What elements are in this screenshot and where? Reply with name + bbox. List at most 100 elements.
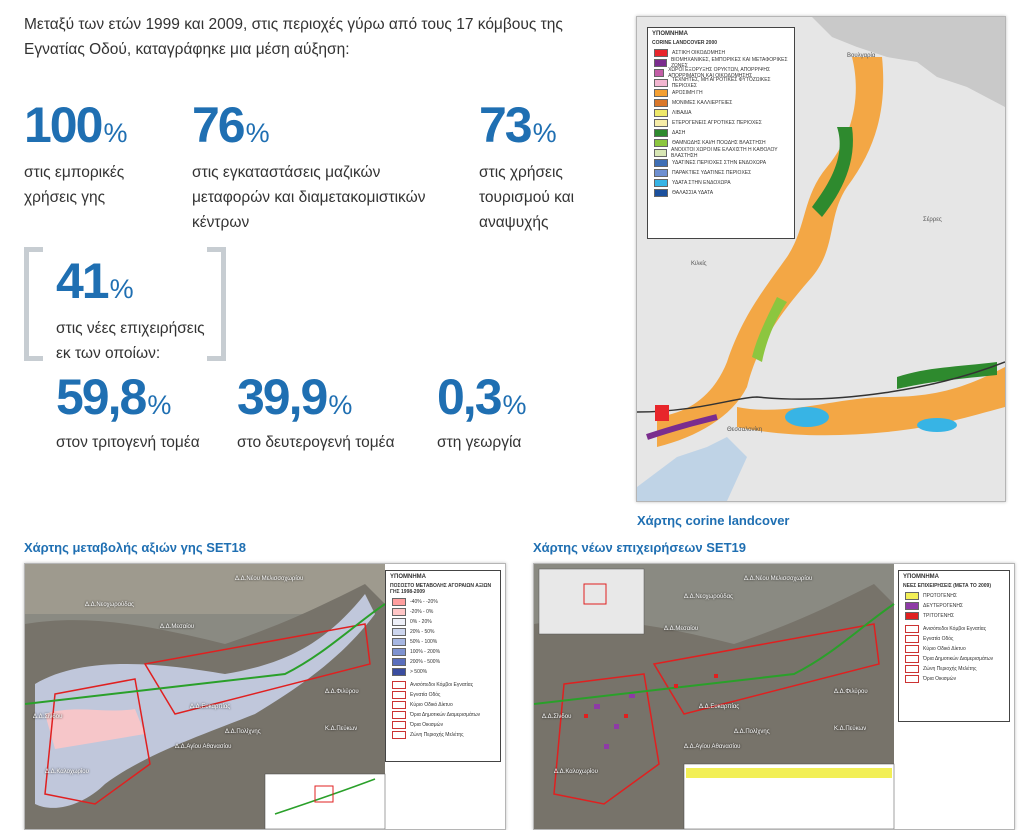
set19-place-label: Δ.Δ.Καλοχωρίου <box>554 769 598 775</box>
legend-row: 20% - 50% <box>392 627 500 637</box>
set18-map-caption: Χάρτης μεταβολής αξιών γης SET18 <box>24 540 246 555</box>
set18-place-label: Δ.Δ.Νεοχωρούδας <box>85 602 134 608</box>
legend-swatch <box>392 608 406 616</box>
legend-label: Κύριο Οδικό Δίκτυο <box>410 702 453 708</box>
legend-row: ΥΔΑΤΙΝΕΣ ΠΕΡΙΟΧΕΣ ΣΤΗΝ ΕΝΔΟΧΩΡΑ <box>654 158 794 168</box>
legend-label: 100% - 200% <box>410 649 441 655</box>
legend-title: ΥΠΟΜΝΗΜΑ <box>903 574 939 580</box>
stat-tertiary-label: στον τριτογενή τομέα <box>56 434 200 451</box>
legend-label: Όρια Δημοτικών Διαμερισμάτων <box>923 656 994 662</box>
legend-title: ΥΠΟΜΝΗΜΑ <box>390 574 426 580</box>
legend-label: Ζώνη Περιοχής Μελέτης <box>410 732 464 738</box>
corine-place-label: Κιλκίς <box>691 261 707 267</box>
bracket-right <box>207 247 226 361</box>
legend-row: Κύριο Οδικό Δίκτυο <box>905 644 1009 654</box>
legend-swatch <box>654 179 668 187</box>
stat-new-business-value: 41% <box>56 253 134 309</box>
legend-label: 50% - 100% <box>410 639 438 645</box>
legend-label: ΜΟΝΙΜΕΣ ΚΑΛΛΙΕΡΓΕΙΕΣ <box>672 100 733 106</box>
legend-subtitle: CORINE LANDCOVER 2000 <box>652 40 718 46</box>
legend-label: ΥΔΑΤΑ ΣΤΗΝ ΕΝΔΟΧΩΡΑ <box>672 180 731 186</box>
legend-row: ΠΑΡΑΚΤΙΕΣ ΥΔΑΤΙΝΕΣ ΠΕΡΙΟΧΕΣ <box>654 168 794 178</box>
set19-place-label: Δ.Δ.Νέου Μελισσοχωρίου <box>744 576 813 582</box>
set18-map: Δ.Δ.Νεοχωρούδας Δ.Δ.Μεσαίου Δ.Δ.Ευκαρπία… <box>24 563 506 830</box>
set18-place-label: Δ.Δ.Σίνδου <box>33 714 63 720</box>
set18-place-label: Δ.Δ.Νέου Μελισσοχωρίου <box>235 576 304 582</box>
legend-row: Εγνατία Οδός <box>905 634 1009 644</box>
legend-row: ΔΕΥΤΕΡΟΓΕΝΗΣ <box>905 601 1009 611</box>
stat-transport-label: στις εγκαταστάσεις μαζικών μεταφορών και … <box>192 164 426 231</box>
legend-label: Όρια Οικισμών <box>410 722 444 728</box>
stat-tourism-label: στις χρήσεις τουρισμού και αναψυχής <box>479 164 575 231</box>
legend-swatch <box>654 49 668 57</box>
legend-row: Εγνατία Οδός <box>392 690 500 700</box>
legend-row: ΜΟΝΙΜΕΣ ΚΑΛΛΙΕΡΓΕΙΕΣ <box>654 98 794 108</box>
legend-swatch <box>654 159 668 167</box>
legend-label: -20% - 0% <box>410 609 434 615</box>
legend-label: ΧΩΡΟΙ ΕΞΟΡΥΞΗΣ ΟΡΥΚΤΩΝ, ΑΠΟΡΡΙΨΗΣ ΑΠΟΡΡΙ… <box>668 67 771 79</box>
legend-swatch <box>654 169 668 177</box>
legend-label: Εγνατία Οδός <box>923 636 954 642</box>
set18-place-label: Δ.Δ.Καλοχωρίου <box>45 769 89 775</box>
legend-label: ΔΕΥΤΕΡΟΓΕΝΗΣ <box>923 603 964 609</box>
legend-row: Κύριο Οδικό Δίκτυο <box>392 700 500 710</box>
set19-place-label: Δ.Δ.Μεσαίου <box>664 626 699 632</box>
stat-commercial-value: 100% <box>24 97 128 153</box>
legend-swatch <box>654 99 668 107</box>
stat-agriculture-value: 0,3% <box>437 369 527 425</box>
legend-swatch <box>905 675 919 683</box>
legend-swatch <box>654 89 668 97</box>
legend-swatch <box>392 691 406 699</box>
set19-place-label: Δ.Δ.Νεοχωρούδας <box>684 594 733 600</box>
bracket-left <box>24 247 43 361</box>
legend-swatch <box>392 658 406 666</box>
legend-label: 20% - 50% <box>410 629 435 635</box>
legend-swatch <box>905 592 919 600</box>
stat-secondary: 39,9% στο δευτερογενή τομέα <box>237 372 395 455</box>
legend-row: ΠΡΩΤΟΓΕΝΗΣ <box>905 591 1009 601</box>
legend-swatch <box>654 149 667 157</box>
legend-label: 200% - 500% <box>410 659 441 665</box>
legend-label: -40% - -20% <box>410 599 438 605</box>
legend-label: ΘΑΜΝΩΔΗΣ ΚΑΙ/Η ΠΟΩΔΗΣ ΒΛΑΣΤΗΣΗ <box>672 140 766 146</box>
legend-row: -40% - -20% <box>392 597 500 607</box>
legend-swatch <box>392 701 406 709</box>
legend-label: ΤΕΧΝΗΤΕΣ, ΜΗ ΑΓΡΟΤΙΚΕΣ ΦΥΤΟΖΩΙΚΕΣ ΠΕΡΙΟΧ… <box>671 77 771 89</box>
legend-label: ΘΑΛΑΣΣΙΑ ΥΔΑΤΑ <box>672 190 714 196</box>
legend-label: ΑΣΤΙΚΗ ΟΙΚΟΔΟΜΗΣΗ <box>672 50 726 56</box>
legend-swatch <box>654 79 668 87</box>
corine-place-label: Βουλγαρία <box>847 53 876 59</box>
legend-row: Όρια Οικισμών <box>392 720 500 730</box>
legend-swatch <box>905 655 919 663</box>
stat-commercial: 100% στις εμπορικές χρήσεις γης <box>24 100 127 210</box>
legend-swatch <box>392 618 406 626</box>
stat-agriculture-label: στη γεωργία <box>437 434 522 451</box>
legend-label: Ζώνη Περιοχής Μελέτης <box>923 666 977 672</box>
legend-row: Ανισόπεδοι Κόμβοι Εγνατίας <box>905 624 1009 634</box>
set18-map-graphic <box>25 564 386 829</box>
legend-label: Εγνατία Οδός <box>410 692 441 698</box>
legend-row: ΑΝΟΙΧΤΟΙ ΧΩΡΟΙ ΜΕ ΕΛΑΧΙΣΤΗ Η ΚΑΘΟΛΟΥ ΒΛΑ… <box>654 147 794 159</box>
legend-swatch <box>905 635 919 643</box>
legend-swatch <box>392 731 406 739</box>
stat-transport-value: 76% <box>192 97 270 153</box>
legend-row: ΤΕΧΝΗΤΕΣ, ΜΗ ΑΓΡΟΤΙΚΕΣ ΦΥΤΟΖΩΙΚΕΣ ΠΕΡΙΟΧ… <box>654 77 794 89</box>
legend-swatch <box>392 681 406 689</box>
legend-label: ΑΡΟΣΙΜΗ ΓΗ <box>672 90 703 96</box>
legend-subtitle: ΝΕΕΣ ΕΠΙΧΕΙΡΗΣΕΙΣ (ΜΕΤΑ ΤΟ 2009) <box>903 583 992 589</box>
stat-agriculture: 0,3% στη γεωργία <box>437 372 527 455</box>
legend-row: Ανισόπεδοι Κόμβοι Εγνατίας <box>392 680 500 690</box>
legend-label: Ανισόπεδοι Κόμβοι Εγνατίας <box>410 682 474 688</box>
legend-row: Ζώνη Περιοχής Μελέτης <box>905 664 1009 674</box>
legend-row: ΑΡΟΣΙΜΗ ΓΗ <box>654 88 794 98</box>
legend-row: ΘΑΛΑΣΣΙΑ ΥΔΑΤΑ <box>654 188 794 198</box>
legend-row: Όρια Δημοτικών Διαμερισμάτων <box>905 654 1009 664</box>
legend-row: ΥΔΑΤΑ ΣΤΗΝ ΕΝΔΟΧΩΡΑ <box>654 178 794 188</box>
legend-swatch <box>654 59 667 67</box>
set18-legend: ΥΠΟΜΝΗΜΑ ΠΟΣΟΣΤΟ ΜΕΤΑΒΟΛΗΣ ΑΓΟΡΑΙΩΝ ΑΞΙΩ… <box>385 570 501 762</box>
set19-legend: ΥΠΟΜΝΗΜΑ ΝΕΕΣ ΕΠΙΧΕΙΡΗΣΕΙΣ (ΜΕΤΑ ΤΟ 2009… <box>898 570 1010 722</box>
legend-label: ΥΔΑΤΙΝΕΣ ΠΕΡΙΟΧΕΣ ΣΤΗΝ ΕΝΔΟΧΩΡΑ <box>672 160 767 166</box>
stat-tourism-value: 73% <box>479 97 557 153</box>
legend-swatch <box>654 109 668 117</box>
set18-place-label: Δ.Δ.Μεσαίου <box>160 624 195 630</box>
